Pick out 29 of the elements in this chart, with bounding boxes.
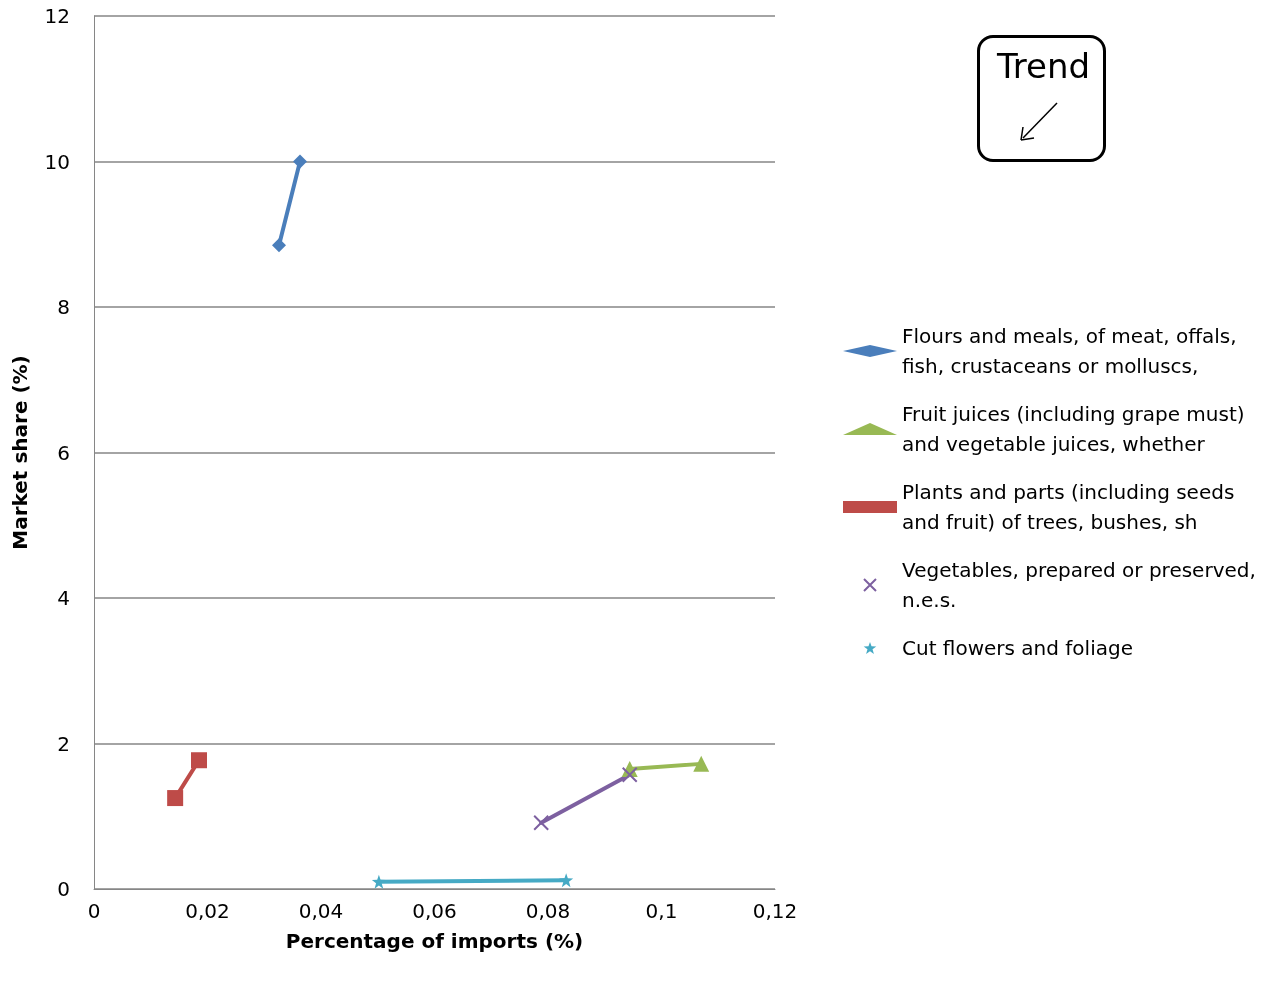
legend-label: Plants and parts (including seeds and fruit) of trees, bushes, sh: [902, 480, 1241, 534]
legend-label: Fruit juices (including grape must) and vegetable juices, whether: [902, 402, 1251, 456]
point: [559, 873, 574, 888]
legend-label: Vegetables, prepared or preserved, n.e.s.: [902, 558, 1263, 612]
x-tick-label: 0,06: [412, 899, 457, 923]
y-tick-label: 8: [57, 295, 70, 319]
y-tick-label: 4: [57, 586, 70, 610]
x-tick-label: 0: [87, 899, 101, 923]
x-tick-label: 0,1: [645, 899, 678, 923]
point: [533, 814, 550, 831]
legend-label: Flours and meals, of meat, offals, fish, crustaceans or molluscs,: [902, 324, 1243, 378]
x-tick-label: 0,08: [525, 899, 571, 923]
legend-label: Cut flowers and foliage: [902, 636, 1133, 660]
point: [371, 874, 386, 889]
x-tick-label: 0,02: [185, 899, 230, 923]
x-tick-label: 0,12: [752, 899, 798, 923]
y-tick-label: 12: [44, 4, 70, 28]
y-tick-label: 2: [57, 731, 70, 756]
y-tick-label: 10: [44, 149, 70, 174]
point: [293, 154, 307, 169]
y-tick-label: 0: [57, 877, 70, 901]
point: [167, 790, 184, 807]
x-tick-label: 0,04: [298, 899, 344, 923]
x-axis-title: Percentage of imports (%): [285, 929, 584, 953]
point: [190, 752, 207, 769]
y-tick-label: 6: [57, 440, 70, 465]
text: Trend: [995, 46, 1092, 86]
y-axis-title: Market share (%): [8, 355, 32, 550]
point: [272, 238, 287, 253]
